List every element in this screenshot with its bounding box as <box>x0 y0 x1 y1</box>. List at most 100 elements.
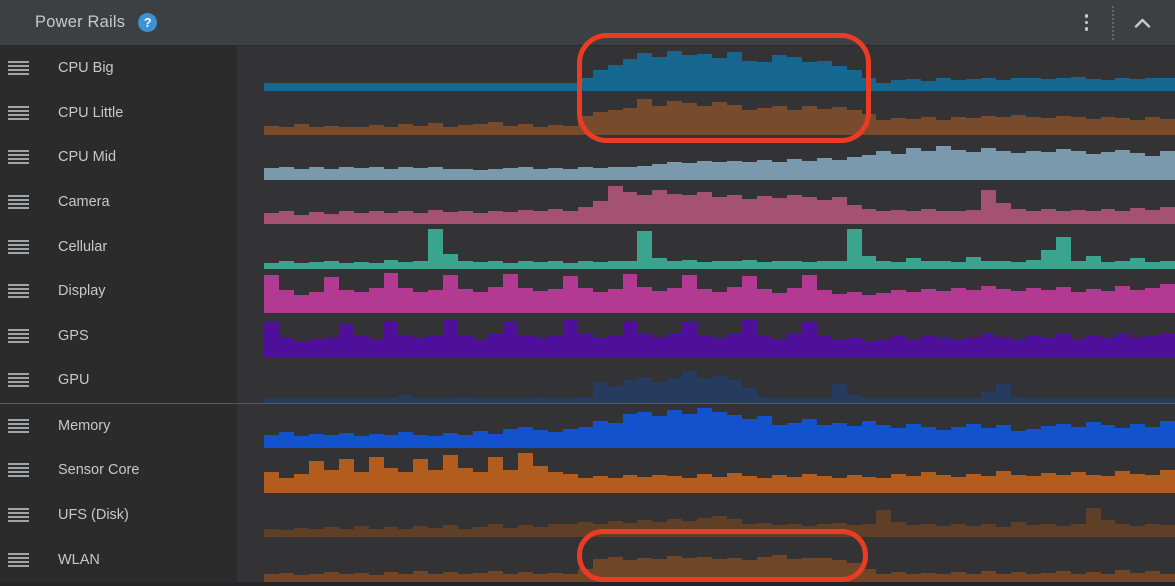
bar <box>1085 119 1101 136</box>
bar <box>577 396 593 403</box>
bar <box>293 473 309 493</box>
bar <box>921 471 937 493</box>
bar <box>995 260 1011 269</box>
bar <box>293 528 309 538</box>
bar <box>1115 77 1131 91</box>
bar <box>1100 397 1116 403</box>
rail-chart-memory[interactable] <box>237 403 1175 449</box>
rail-chart-gpu[interactable] <box>237 358 1175 403</box>
help-icon[interactable]: ? <box>138 13 158 32</box>
bar <box>1025 211 1041 225</box>
bar <box>458 396 474 403</box>
rail-chart-gps[interactable] <box>237 313 1175 359</box>
bar <box>742 276 757 314</box>
bar <box>1160 333 1175 359</box>
bar <box>488 260 503 269</box>
bar <box>458 289 474 314</box>
drag-handle-icon[interactable] <box>8 552 29 567</box>
rail-chart-camera[interactable] <box>237 179 1175 225</box>
bar <box>995 150 1011 180</box>
bar <box>951 288 967 314</box>
bar <box>771 161 787 180</box>
bar <box>473 261 489 269</box>
bar <box>353 526 369 538</box>
bar <box>727 260 742 269</box>
bar <box>966 118 981 136</box>
rail-chart-cpu-mid[interactable] <box>237 135 1175 180</box>
bar <box>413 213 429 225</box>
bar <box>1070 524 1086 538</box>
bar <box>338 458 354 493</box>
drag-handle-icon[interactable] <box>8 373 29 388</box>
bar <box>1085 211 1101 225</box>
bar <box>637 412 653 449</box>
bar <box>1055 334 1071 359</box>
bar <box>592 558 608 582</box>
bar <box>368 211 384 225</box>
drag-handle-icon[interactable] <box>8 284 29 299</box>
bar <box>1145 427 1161 449</box>
bar <box>951 571 967 582</box>
bar <box>308 261 324 269</box>
bar <box>966 573 981 582</box>
bar <box>1115 211 1131 225</box>
bar <box>622 274 638 314</box>
bar <box>1070 150 1086 180</box>
bar <box>1070 427 1086 449</box>
bar <box>876 339 892 359</box>
panel-header: Power Rails ? <box>0 0 1175 46</box>
bar <box>742 387 757 403</box>
kebab-menu-icon[interactable] <box>1077 8 1097 37</box>
drag-handle-icon[interactable] <box>8 508 29 523</box>
bar <box>712 476 728 493</box>
bar <box>503 528 518 538</box>
bar <box>906 525 922 538</box>
rail-chart-display[interactable] <box>237 268 1175 314</box>
bar <box>323 168 339 180</box>
bar <box>338 211 354 225</box>
rail-chart-ufs-disk[interactable] <box>237 492 1175 538</box>
drag-handle-icon[interactable] <box>8 418 29 433</box>
rail-chart-cpu-little[interactable] <box>237 90 1175 136</box>
bar <box>742 419 757 449</box>
drag-handle-icon[interactable] <box>8 195 29 210</box>
bar <box>682 370 698 403</box>
bar <box>278 432 294 449</box>
bar <box>966 526 981 538</box>
bar <box>353 261 369 269</box>
drag-handle-icon[interactable] <box>8 61 29 76</box>
bar <box>547 82 563 91</box>
drag-handle-icon[interactable] <box>8 150 29 165</box>
bar <box>1130 397 1146 403</box>
rail-chart-cpu-big[interactable] <box>237 46 1175 91</box>
rail-chart-cellular[interactable] <box>237 224 1175 269</box>
drag-handle-icon[interactable] <box>8 239 29 254</box>
bar <box>816 60 832 91</box>
drag-handle-icon[interactable] <box>8 463 29 478</box>
bar <box>891 522 907 538</box>
bar <box>801 322 817 359</box>
bar-series <box>264 46 1175 91</box>
bar <box>383 273 399 314</box>
chevron-up-icon[interactable] <box>1128 12 1157 34</box>
bar <box>831 559 847 582</box>
bar <box>727 472 742 493</box>
bar <box>1040 249 1056 269</box>
rail-chart-sensor-core[interactable] <box>237 448 1175 493</box>
rail-chart-wlan[interactable] <box>237 537 1175 582</box>
bar <box>353 471 369 493</box>
bar <box>1130 152 1146 180</box>
bar <box>876 425 892 449</box>
drag-handle-icon[interactable] <box>8 105 29 120</box>
bar <box>891 473 907 493</box>
bar <box>1115 260 1131 269</box>
bar <box>1160 573 1175 582</box>
drag-handle-icon[interactable] <box>8 328 29 343</box>
bar <box>413 82 429 91</box>
bar <box>503 397 518 403</box>
bar <box>816 157 832 180</box>
bar <box>338 166 354 180</box>
rail-row-cpu-mid: CPU Mid <box>0 135 1175 180</box>
bar <box>846 426 862 449</box>
bar <box>1070 260 1086 269</box>
